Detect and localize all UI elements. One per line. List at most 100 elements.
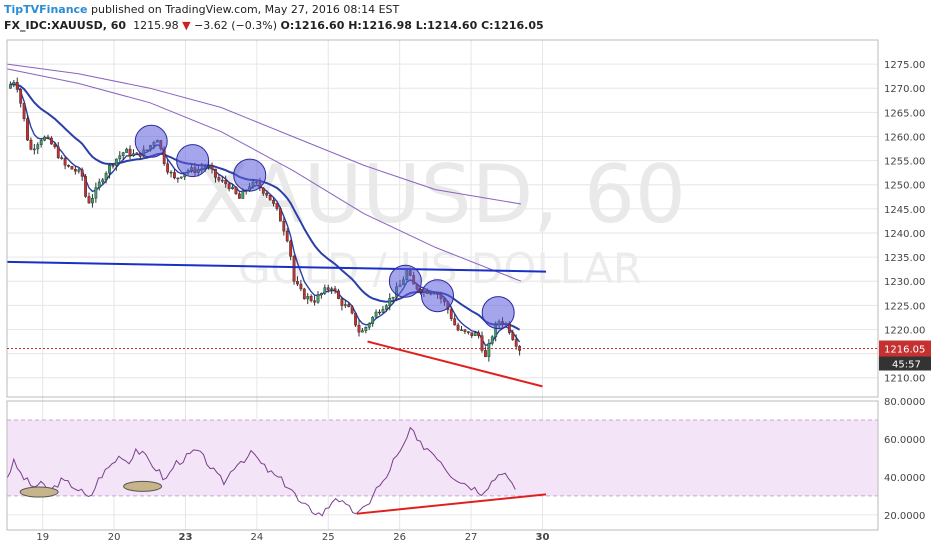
candle-up	[343, 304, 347, 306]
candle-down	[340, 298, 344, 306]
price-axis-label: 1235.00	[884, 253, 925, 264]
rsi-axis-label: 60.0000	[884, 435, 925, 446]
candle-up	[316, 294, 320, 303]
candle-down	[237, 193, 241, 199]
candle-up	[391, 296, 395, 299]
rsi-line	[6, 426, 516, 517]
candle-up	[330, 288, 334, 290]
candle-down	[268, 195, 272, 201]
moving-average-line	[6, 63, 522, 205]
time-axis-label: 23	[179, 532, 193, 543]
candle-down	[46, 136, 50, 139]
candle-down	[60, 157, 64, 159]
candle-down	[333, 288, 337, 292]
candle-down	[419, 288, 422, 293]
annotation-layer[interactable]	[134, 124, 515, 330]
highlight-circle[interactable]	[388, 264, 422, 298]
candle-up	[374, 311, 378, 318]
candle-up	[320, 293, 323, 296]
candle-down	[224, 180, 228, 185]
candle-down	[463, 329, 467, 332]
time-axis-label: 26	[393, 532, 406, 543]
price-axis-label: 1265.00	[884, 108, 925, 119]
watermark: XAUUSD, 60 GOLD / US DOLLAR	[194, 148, 686, 293]
ohlc-values: O:1216.60 H:1216.98 L:1214.60 C:1216.05	[280, 19, 544, 32]
candle-up	[361, 330, 364, 333]
candle-up	[39, 140, 43, 145]
candle-up	[132, 153, 135, 156]
candle-up	[118, 155, 122, 160]
candle-down	[289, 240, 293, 257]
change-arrow: ▼	[182, 19, 191, 32]
price-change: −3.62 (−0.3%)	[194, 19, 278, 32]
price-axis-label: 1255.00	[884, 157, 925, 168]
symbol-label: FX_IDC:XAUUSD, 60	[4, 19, 127, 32]
candle-down	[70, 166, 74, 170]
candle-down	[296, 281, 299, 285]
candle-down	[299, 283, 303, 290]
candle-down	[302, 288, 306, 300]
candle-down	[456, 324, 460, 331]
published-text: published on TradingView.com, May 27, 20…	[91, 3, 400, 16]
candle-down	[173, 172, 176, 179]
rsi-axis-label: 80.0000	[884, 397, 925, 408]
candle-up	[241, 190, 245, 199]
rsi-pane-border	[6, 400, 879, 531]
candle-down	[234, 186, 238, 195]
highlight-circle[interactable]	[134, 124, 168, 158]
candle-up	[125, 148, 129, 153]
highlight-ellipse[interactable]	[123, 480, 163, 492]
candle-down	[350, 306, 354, 314]
candle-down	[265, 193, 269, 196]
highlight-circle[interactable]	[233, 158, 267, 192]
highlight-circle[interactable]	[481, 296, 515, 330]
moving-average-line	[6, 68, 522, 282]
candle-down	[73, 169, 77, 172]
brand-name[interactable]: TipTVFinance	[4, 3, 88, 16]
candle-down	[282, 221, 286, 232]
price-axis-label: 1260.00	[884, 132, 925, 143]
candle-up	[381, 309, 385, 313]
candle-down	[166, 163, 170, 173]
price-axis-label: 1240.00	[884, 229, 925, 240]
highlight-ellipse[interactable]	[19, 486, 59, 498]
candle-down	[378, 311, 381, 314]
candle-up	[77, 169, 81, 172]
candle-down	[347, 304, 351, 308]
last-price: 1215.98	[133, 19, 179, 32]
candle-up	[388, 298, 392, 306]
candle-down	[309, 295, 313, 301]
candle-down	[278, 208, 282, 222]
candle-down	[217, 177, 221, 181]
highlight-circle[interactable]	[421, 279, 455, 313]
axis-layer: 1210.001215.001220.001225.001230.001235.…	[36, 60, 925, 543]
candle-down	[337, 290, 340, 299]
candle-down	[275, 203, 279, 209]
highlight-circle[interactable]	[176, 144, 210, 178]
candle-down	[285, 230, 289, 242]
candle-up	[306, 295, 310, 300]
candle-up	[32, 148, 36, 151]
price-pane-border	[6, 39, 879, 398]
candle-up	[371, 317, 375, 324]
candle-down	[466, 331, 470, 333]
candle-down	[326, 287, 330, 290]
price-axis-label: 1220.00	[884, 325, 925, 336]
candle-down	[67, 164, 70, 167]
time-axis-label: 20	[108, 532, 121, 543]
resistance-trendline[interactable]	[6, 260, 547, 273]
symbol-line: FX_IDC:XAUUSD, 60 1215.98 ▼ −3.62 (−0.3%…	[4, 19, 544, 32]
candle-down	[63, 158, 67, 166]
candle-down	[354, 312, 357, 326]
rsi-support-trendline[interactable]	[356, 493, 547, 515]
price-axis-label: 1230.00	[884, 277, 925, 288]
candle-up	[94, 187, 98, 199]
time-axis-label: 24	[251, 532, 264, 543]
candle-down	[176, 177, 180, 180]
rsi-axis-label: 20.0000	[884, 511, 925, 522]
time-axis-label: 27	[465, 532, 478, 543]
candle-down	[449, 309, 453, 319]
candle-down	[87, 196, 91, 204]
